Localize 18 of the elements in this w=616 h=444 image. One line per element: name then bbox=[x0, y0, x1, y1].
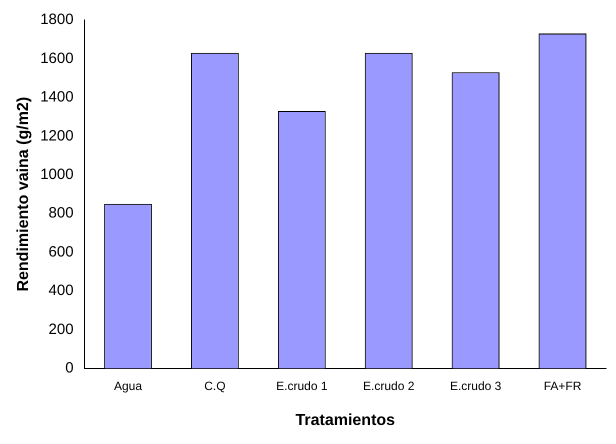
y-tick-label: 1800 bbox=[40, 11, 74, 28]
y-tick-label: 1400 bbox=[40, 88, 74, 106]
x-tick-label: C.Q bbox=[204, 378, 226, 393]
x-tick-label: E.crudo 2 bbox=[363, 378, 415, 393]
x-tick-label: FA+FR bbox=[544, 378, 582, 393]
y-tick-label: 1600 bbox=[40, 50, 74, 67]
y-tick-label: 200 bbox=[48, 320, 74, 338]
x-axis-title: Tratamientos bbox=[295, 412, 396, 429]
y-tick-label: 1000 bbox=[40, 166, 74, 183]
y-tick-label: 800 bbox=[48, 204, 74, 222]
y-axis-title: Rendimiento vaina (g/m2) bbox=[15, 96, 32, 292]
y-tick-label: 0 bbox=[65, 360, 74, 377]
x-tick-label: E.crudo 1 bbox=[276, 378, 328, 393]
y-tick-label: 600 bbox=[48, 243, 74, 260]
x-tick-label: E.crudo 3 bbox=[450, 378, 502, 393]
x-tick-label: Agua bbox=[114, 378, 142, 393]
y-tick-label: 1200 bbox=[40, 127, 74, 144]
y-tick-label: 400 bbox=[48, 282, 74, 300]
